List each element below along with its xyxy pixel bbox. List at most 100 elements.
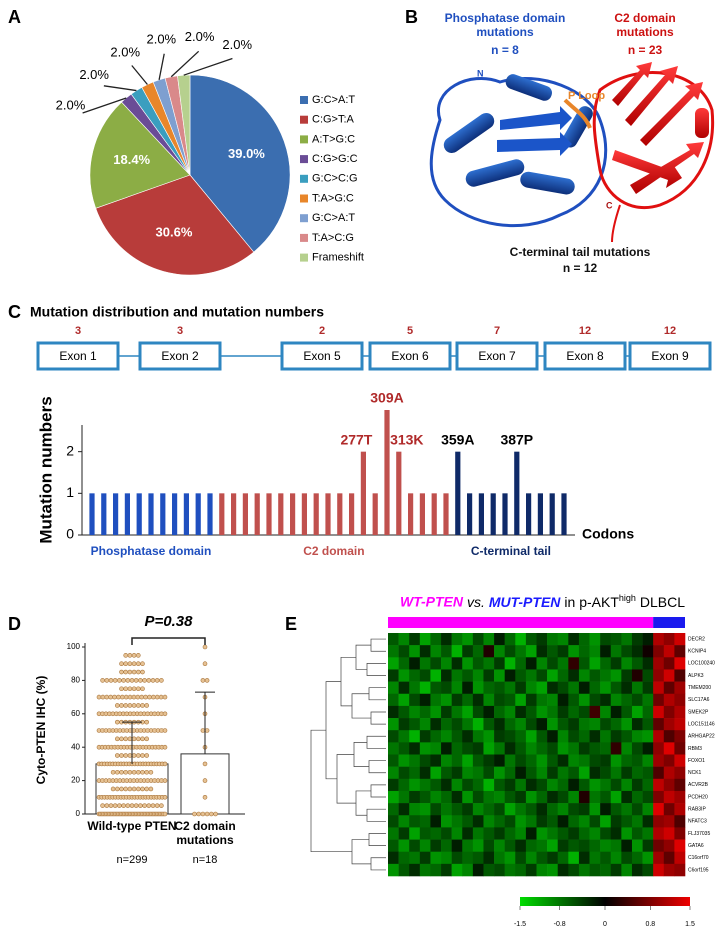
bar — [254, 493, 260, 535]
exon-count: 5 — [407, 325, 413, 337]
heatmap-cell — [525, 839, 537, 852]
heatmap-cell — [398, 778, 410, 792]
heatmap-cell — [441, 803, 452, 816]
heatmap-cell — [631, 754, 643, 767]
bar — [478, 493, 484, 535]
slice-label: 2.0% — [185, 29, 215, 44]
heatmap-cell — [494, 790, 505, 804]
heatmap-cell — [631, 766, 643, 780]
heatmap-cell — [398, 790, 410, 804]
heatmap-cell — [589, 693, 601, 707]
heatmap-cell — [547, 718, 559, 731]
heatmap-cell — [547, 803, 559, 816]
y-tick-label: 1 — [66, 484, 74, 500]
data-point — [112, 803, 118, 808]
heatmap-cell — [504, 645, 516, 658]
x-tick-label: Wild-type PTEN — [87, 819, 177, 833]
data-point — [146, 678, 152, 683]
data-point — [136, 769, 141, 775]
slice-label: 2.0% — [222, 37, 252, 52]
exon-count: 12 — [579, 325, 591, 337]
heatmap-cell — [557, 669, 569, 682]
heatmap-cell — [600, 681, 612, 695]
heatmap-cell — [557, 766, 569, 780]
heatmap-cell — [621, 839, 633, 852]
heatmap-cell — [462, 657, 474, 670]
heatmap-cell — [494, 754, 505, 767]
strand — [625, 66, 678, 126]
y-tick-label: 0 — [76, 809, 81, 818]
heatmap-cell — [547, 815, 559, 828]
heatmap-cell — [568, 766, 580, 780]
data-point — [131, 653, 137, 658]
heatmap-cell — [642, 778, 654, 792]
heatmap-cell — [631, 827, 643, 840]
heatmap-cell — [419, 633, 431, 646]
heatmap-cell — [430, 827, 442, 840]
p-value: P=0.38 — [145, 613, 194, 630]
heatmap-cell — [631, 778, 643, 792]
heatmap-cell — [578, 742, 590, 755]
data-point — [127, 694, 133, 700]
heatmap-cell — [642, 657, 654, 670]
heatmap-cell — [525, 742, 537, 755]
heatmap-cell — [674, 790, 686, 804]
heatmap-cell — [525, 815, 537, 828]
heatmap-cell — [578, 754, 590, 767]
heatmap-cell — [462, 693, 474, 707]
heatmap-cell — [525, 827, 537, 840]
heatmap-cell — [631, 863, 643, 877]
heatmap-cell — [441, 790, 452, 804]
data-point — [125, 803, 131, 808]
heatmap-cell — [547, 827, 559, 840]
bar — [537, 493, 543, 535]
data-point — [123, 653, 128, 658]
data-point — [162, 794, 168, 800]
bar — [136, 493, 142, 535]
heatmap-cell — [621, 705, 633, 719]
heatmap-cell — [557, 730, 569, 743]
slice-label: 2.0% — [146, 31, 176, 46]
heatmap-cell — [388, 815, 399, 828]
heatmap-cell — [504, 730, 516, 743]
heatmap-cell — [462, 863, 474, 877]
heatmap-cell — [483, 839, 495, 852]
heatmap-cell — [409, 839, 421, 852]
heatmap-cell — [578, 645, 590, 658]
heatmap-cell — [642, 790, 654, 804]
heatmap-cell — [494, 645, 505, 658]
heatmap-title: WT-PTEN vs. MUT-PTEN in p-AKThigh DLBCL — [370, 593, 715, 610]
heatmap-cell — [610, 754, 622, 767]
heatmap-cell — [610, 827, 622, 840]
heatmap-cell — [483, 778, 495, 792]
heatmap-cell — [600, 633, 612, 646]
heatmap-cell — [674, 839, 686, 852]
heatmap-cell — [494, 681, 505, 695]
heatmap-cell — [547, 778, 559, 792]
heatmap-cell — [419, 863, 431, 877]
leader-line — [131, 65, 148, 85]
row-label: KCNIP4 — [688, 649, 706, 655]
dendrogram-branch — [340, 656, 356, 707]
heatmap-cell — [462, 827, 474, 840]
heatmap-cell — [483, 633, 495, 646]
data-point — [131, 786, 137, 792]
strand — [612, 150, 682, 188]
heatmap-cell — [631, 790, 643, 804]
heatmap-cell — [600, 693, 612, 707]
heatmap-cell — [568, 827, 580, 840]
row-label: DECR2 — [688, 636, 705, 642]
heatmap-cell — [388, 754, 399, 767]
heatmap-cell — [547, 766, 559, 780]
heatmap-cell — [451, 851, 463, 865]
heatmap-cell — [525, 681, 537, 695]
heatmap-cell — [515, 645, 527, 658]
column-group — [653, 617, 685, 628]
heatmap-cell — [568, 839, 580, 852]
heatmap-cell — [631, 657, 643, 670]
heatmap-cell — [504, 863, 516, 877]
heatmap-cell — [589, 742, 601, 755]
dendrogram-branch — [370, 857, 386, 871]
bar — [349, 493, 355, 535]
heatmap-cell — [494, 669, 505, 682]
